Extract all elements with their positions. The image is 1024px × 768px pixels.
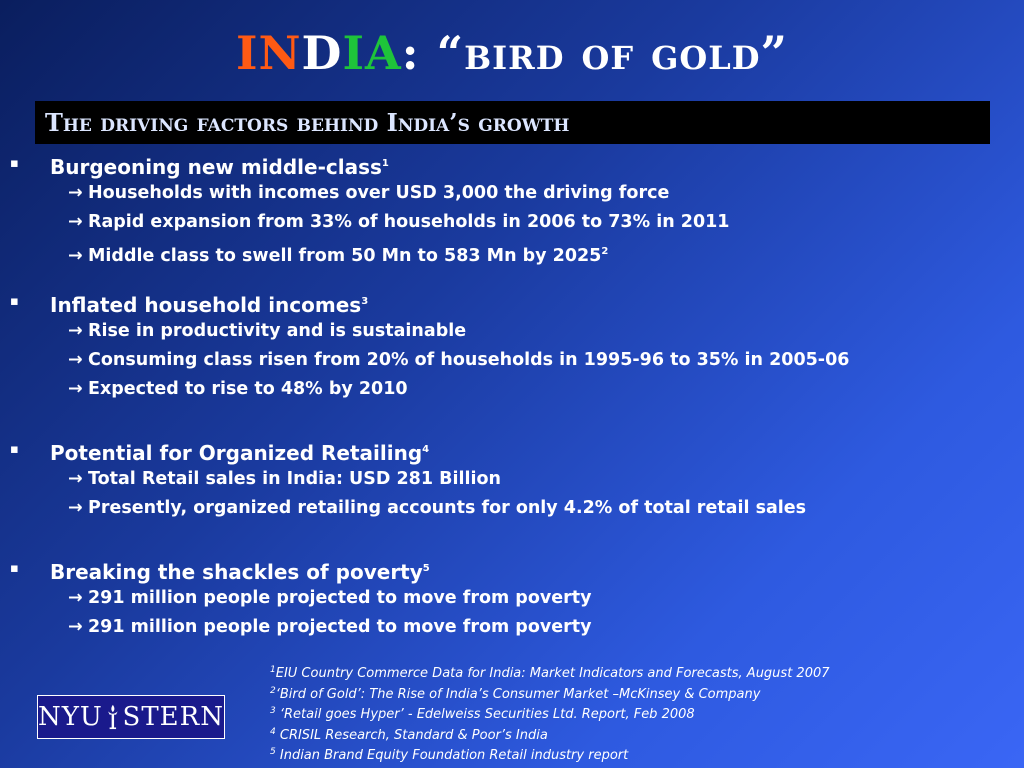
arrow-right-icon: → [68, 469, 83, 489]
title-in: IN [235, 26, 302, 80]
arrow-right-icon: → [68, 350, 83, 370]
heading-text: Breaking the shackles of poverty [50, 560, 423, 584]
sub-point-text: Households with incomes over USD 3,000 t… [88, 183, 670, 203]
section-middle-class: ▪ Burgeoning new middle-class1 → Househol… [0, 149, 1024, 266]
torch-icon [107, 704, 118, 730]
section-organized-retailing: ▪ Potential for Organized Retailing4 → To… [0, 435, 1024, 523]
logo-text-left: NYU [38, 702, 103, 732]
arrow-right-icon: → [68, 498, 83, 518]
footnote-text: CRISIL Research, Standard & Poor’s India [275, 727, 548, 743]
footnote-text: ‘Bird of Gold’: The Rise of India’s Cons… [275, 686, 761, 702]
sub-point-text: Middle class to swell from 50 Mn to 583 … [88, 246, 602, 266]
arrow-right-icon: → [68, 183, 83, 203]
title-ia: IA [342, 26, 402, 80]
bullet-heading: ▪ Inflated household incomes3 [0, 287, 1024, 317]
section-poverty: ▪ Breaking the shackles of poverty5 → 291… [0, 554, 1024, 642]
sub-point-text: Presently, organized retailing accounts … [88, 498, 807, 518]
footnote-number: 3 [270, 706, 276, 716]
footnote-text: Indian Brand Equity Foundation Retail in… [275, 748, 629, 763]
bullet-square-icon: ▪ [10, 442, 19, 457]
sub-point-text: Total Retail sales in India: USD 281 Bil… [88, 469, 501, 489]
sub-point-text: Rapid expansion from 33% of households i… [88, 212, 730, 232]
bullet-square-icon: ▪ [10, 156, 19, 171]
sub-point: → Consuming class risen from 20% of house… [0, 346, 1024, 375]
footnote: 3 ‘Retail goes Hyper’ - Edelweiss Securi… [270, 703, 1010, 724]
nyu-stern-logo: NYU STERN [37, 695, 225, 739]
footnote-ref: 1 [381, 158, 389, 169]
footnote-ref: 4 [422, 444, 430, 455]
sub-point-text: Consuming class risen from 20% of househ… [88, 350, 850, 370]
sub-point: → Expected to rise to 48% by 2010 [0, 375, 1024, 404]
sub-point-text: 291 million people projected to move fro… [88, 617, 592, 637]
footnote-number: 5 [270, 747, 276, 757]
bullet-square-icon: ▪ [10, 294, 19, 309]
bullet-heading: ▪ Potential for Organized Retailing4 [0, 435, 1024, 465]
arrow-right-icon: → [68, 212, 83, 232]
footnote-text: ‘Retail goes Hyper’ - Edelweiss Securiti… [275, 707, 695, 722]
heading-text: Potential for Organized Retailing [50, 441, 423, 465]
footnote-text: EIU Country Commerce Data for India: Mar… [275, 666, 830, 681]
sub-point: → Presently, organized retailing accounts… [0, 494, 1024, 523]
footnote-ref: 2 [601, 246, 609, 257]
sub-point: → 291 million people projected to move fr… [0, 613, 1024, 642]
sub-point: → Rapid expansion from 33% of households … [0, 208, 1024, 237]
footnote-number: 4 [270, 726, 276, 737]
sub-point: → Middle class to swell from 50 Mn to 583… [0, 237, 1024, 266]
slide-title: INDIA: “bird of gold” [0, 30, 1024, 76]
logo-text-right: STERN [122, 702, 224, 732]
sub-point-text: Rise in productivity and is sustainable [88, 321, 467, 341]
sub-point: → Total Retail sales in India: USD 281 Bi… [0, 465, 1024, 494]
bullet-heading: ▪ Breaking the shackles of poverty5 [0, 554, 1024, 584]
sub-point: → Rise in productivity and is sustainable [0, 317, 1024, 346]
subtitle-bar: The driving factors behind India’s growt… [35, 101, 990, 144]
footnote-ref: 5 [422, 563, 430, 574]
footnote: 1EIU Country Commerce Data for India: Ma… [270, 662, 1010, 683]
heading-text: Burgeoning new middle-class [50, 155, 382, 179]
arrow-right-icon: → [68, 246, 83, 266]
bullet-heading: ▪ Burgeoning new middle-class1 [0, 149, 1024, 179]
sub-point-text: 291 million people projected to move fro… [88, 588, 592, 608]
heading-text: Inflated household incomes [50, 293, 362, 317]
footnote: 4 CRISIL Research, Standard & Poor’s Ind… [270, 724, 1010, 745]
footnotes: 1EIU Country Commerce Data for India: Ma… [270, 662, 1010, 765]
arrow-right-icon: → [68, 617, 83, 637]
arrow-right-icon: → [68, 379, 83, 399]
footnote: 2‘Bird of Gold’: The Rise of India’s Con… [270, 683, 1010, 704]
arrow-right-icon: → [68, 588, 83, 608]
section-household-incomes: ▪ Inflated household incomes3 → Rise in p… [0, 287, 1024, 404]
footnote-number: 2 [270, 685, 276, 696]
footnote: 5 Indian Brand Equity Foundation Retail … [270, 744, 1010, 765]
sub-point: → Households with incomes over USD 3,000 … [0, 179, 1024, 208]
subtitle: The driving factors behind India’s growt… [45, 108, 570, 137]
arrow-right-icon: → [68, 321, 83, 341]
title-d: D [301, 26, 343, 80]
footnote-number: 1 [270, 665, 276, 675]
title-rest: : “bird of gold” [401, 26, 789, 80]
bullet-square-icon: ▪ [10, 561, 19, 576]
sub-point-text: Expected to rise to 48% by 2010 [88, 379, 408, 399]
sub-point: → 291 million people projected to move fr… [0, 584, 1024, 613]
footnote-ref: 3 [361, 296, 369, 307]
